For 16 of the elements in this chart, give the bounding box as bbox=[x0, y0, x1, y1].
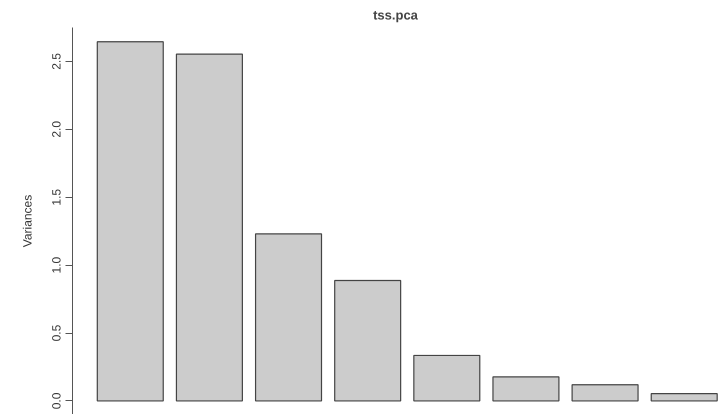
bar bbox=[572, 384, 639, 402]
y-axis-title: Variances bbox=[20, 194, 34, 248]
chart-title: tss.pca bbox=[373, 8, 419, 22]
bar bbox=[413, 354, 480, 402]
y-tick-label: 1.5 bbox=[50, 188, 64, 206]
bar bbox=[254, 233, 322, 402]
bar bbox=[96, 41, 164, 402]
y-tick-label: 0.5 bbox=[50, 324, 64, 342]
bar bbox=[176, 54, 243, 402]
y-tick-label: 1.0 bbox=[50, 256, 64, 274]
y-tick-label: 2.0 bbox=[50, 120, 64, 138]
y-tick-label: 0.0 bbox=[50, 392, 64, 410]
bar bbox=[334, 280, 402, 402]
bar bbox=[492, 376, 560, 402]
y-tick-label: 2.5 bbox=[50, 52, 64, 70]
bar bbox=[650, 392, 718, 402]
